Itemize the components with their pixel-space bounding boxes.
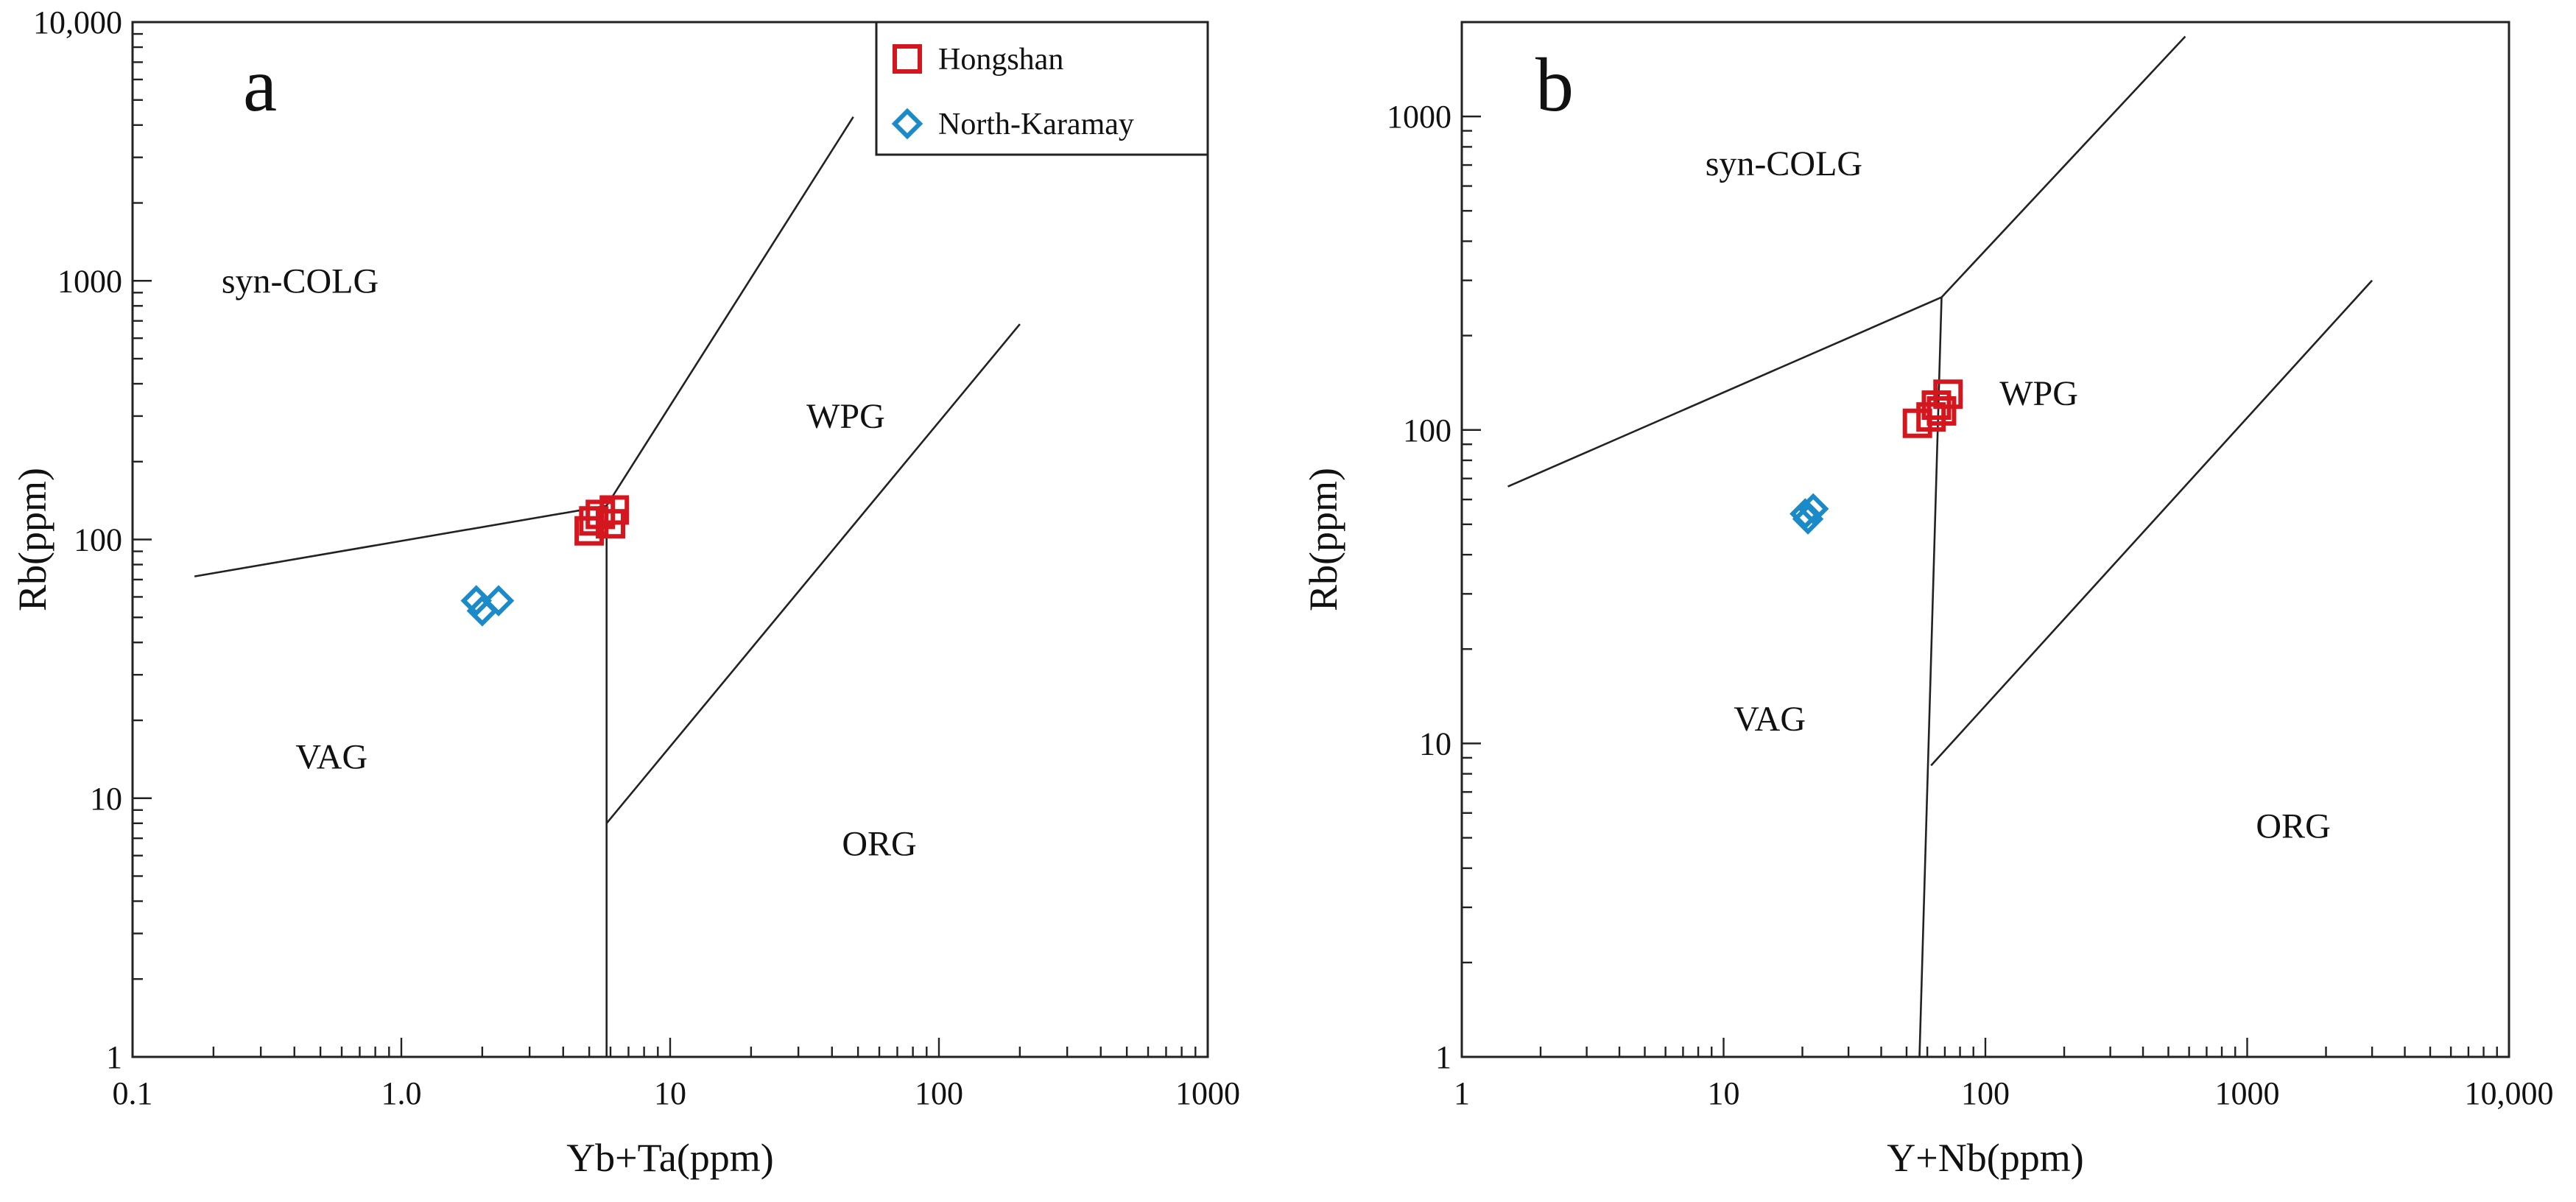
plot-frame xyxy=(1460,21,2510,1058)
x-tick-label: 1.0 xyxy=(381,1075,422,1111)
legend-box xyxy=(875,21,1209,156)
x-tick-label: 0.1 xyxy=(113,1075,153,1111)
field-boundary-line xyxy=(1940,35,2186,298)
field-label: WPG xyxy=(1999,374,2078,413)
north-karamay-data-point xyxy=(1797,493,1829,525)
y-tick-label: 1 xyxy=(1435,1039,1451,1075)
legend-square-marker xyxy=(893,44,922,74)
field-boundary-line xyxy=(605,323,1021,824)
x-tick-label: 1 xyxy=(1454,1075,1470,1111)
panel-b-tectonic-discrimination-plot: 1 10 100 1000 10,000 1 10 100 1000 Y+Nb(ppm) Rb(pp… xyxy=(1301,21,2554,1180)
legend-entry-label: Hongshan xyxy=(938,43,1063,77)
x-axis-label: Y+Nb(ppm) xyxy=(1887,1136,2083,1180)
field-label: syn-COLG xyxy=(1706,144,1862,183)
y-tick-label: 1 xyxy=(106,1039,122,1075)
field-label: ORG xyxy=(2256,807,2330,846)
y-tick-label: 10 xyxy=(1419,725,1451,762)
north-karamay-data-point xyxy=(460,585,492,616)
y-axis-label: Rb(ppm) xyxy=(1301,468,1345,611)
field-boundary-line xyxy=(1507,296,1943,488)
x-tick-label: 1000 xyxy=(2215,1075,2280,1111)
x-tick-label: 100 xyxy=(1961,1075,2010,1111)
x-tick-label: 1000 xyxy=(1175,1075,1240,1111)
field-label: WPG xyxy=(806,397,885,436)
y-tick-label: 1000 xyxy=(1387,99,1451,135)
field-label: syn-COLG xyxy=(222,261,379,300)
y-tick-label: 100 xyxy=(1403,412,1451,449)
hongshan-data-point xyxy=(599,495,630,525)
hongshan-data-point xyxy=(1926,396,1957,426)
field-boundary-line xyxy=(1930,279,2373,767)
x-tick-label: 10 xyxy=(1708,1075,1740,1111)
y-axis-label: Rb(ppm) xyxy=(10,468,54,611)
field-boundary-line xyxy=(194,505,607,577)
field-label: ORG xyxy=(842,825,916,864)
north-karamay-data-point xyxy=(482,585,515,616)
plot-frame xyxy=(131,21,1209,1058)
y-tick-label: 10 xyxy=(90,781,122,817)
field-boundary-line xyxy=(605,116,854,507)
field-label: VAG xyxy=(295,738,367,777)
y-tick-label: 1000 xyxy=(57,263,122,299)
x-tick-label: 10,000 xyxy=(2465,1075,2554,1111)
panel-a-tectonic-discrimination-plot: 0.1 1.0 10 100 1000 1 10 100 1000 10,000 Yb+Ta(ppm… xyxy=(10,4,1240,1180)
y-tick-label: 100 xyxy=(74,522,122,558)
x-axis-label: Yb+Ta(ppm) xyxy=(566,1136,774,1180)
legend-diamond-marker xyxy=(891,108,923,140)
legend: Hongshan North-Karamay xyxy=(875,21,1209,156)
hongshan-data-point xyxy=(1933,379,1963,410)
legend-entry-label: North-Karamay xyxy=(938,108,1134,141)
north-karamay-data-point xyxy=(1792,503,1824,535)
panel-label: a xyxy=(243,43,277,127)
y-tick-label: 10,000 xyxy=(33,4,122,41)
x-tick-label: 10 xyxy=(654,1075,686,1111)
x-tick-label: 100 xyxy=(915,1075,963,1111)
panel-label: b xyxy=(1535,43,1574,127)
field-label: VAG xyxy=(1734,700,1806,739)
